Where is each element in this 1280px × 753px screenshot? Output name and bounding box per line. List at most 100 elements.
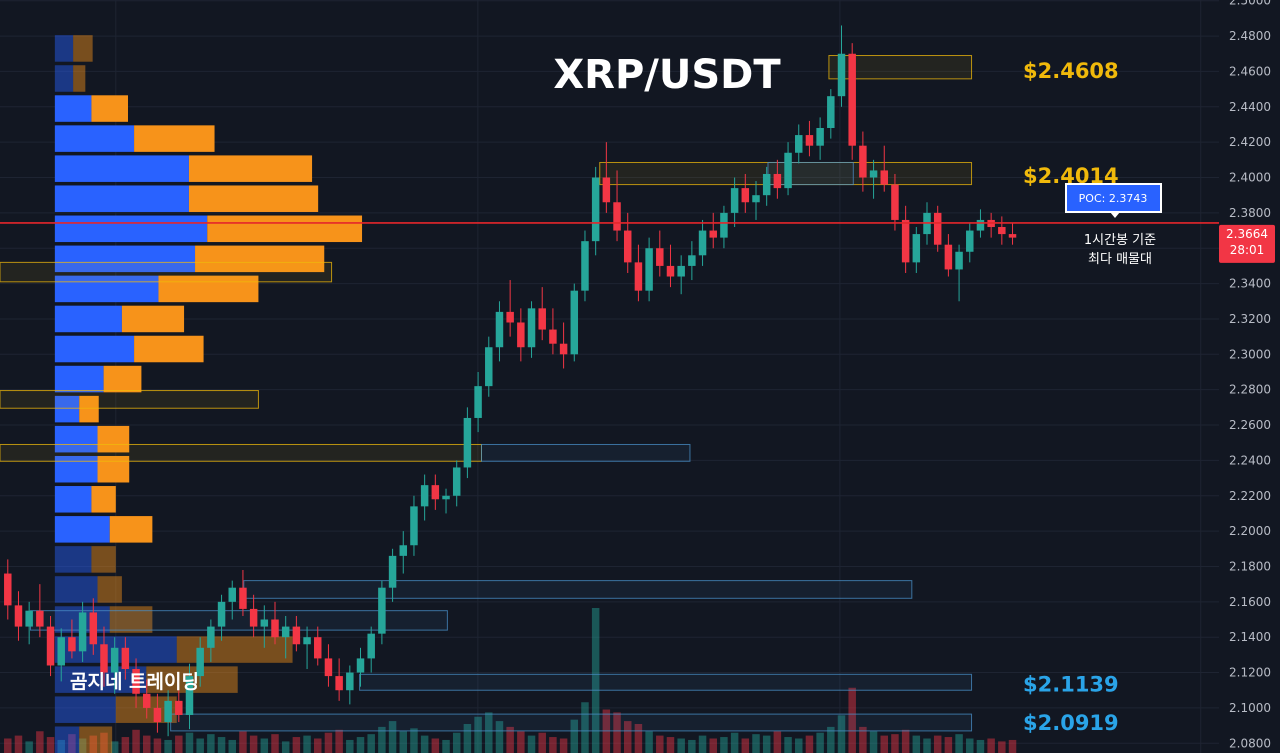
price-tick-label: 2.3400	[1229, 277, 1271, 291]
volume-bar	[196, 738, 204, 753]
candle-body	[784, 152, 792, 189]
candle-body	[378, 587, 386, 634]
volume-bar	[121, 737, 130, 753]
price-tick-label: 2.1800	[1229, 559, 1271, 573]
profile-sell-bar	[103, 365, 142, 393]
candle-body	[966, 230, 974, 252]
profile-buy-bar	[54, 335, 135, 363]
level-zone	[243, 580, 913, 599]
volume-bar	[420, 735, 429, 753]
candle-body	[14, 605, 23, 627]
current-price-value: 2.3664	[1226, 227, 1268, 241]
price-tick-label: 2.4800	[1229, 29, 1271, 43]
volume-bar	[527, 735, 536, 753]
candle-body	[506, 311, 514, 323]
price-tick-label: 2.2800	[1229, 383, 1271, 397]
profile-sell-bar	[134, 335, 204, 363]
volume-bar	[335, 729, 343, 753]
candle-body	[998, 227, 1006, 235]
profile-buy-bar	[54, 425, 98, 453]
volume-bar	[78, 738, 87, 753]
volume-bar	[923, 738, 931, 753]
level-zone	[0, 390, 259, 409]
profile-sell-bar	[121, 305, 185, 333]
volume-bar	[281, 741, 290, 753]
candle-body	[730, 188, 739, 213]
volume-bar	[987, 738, 995, 753]
volume-bar	[634, 724, 643, 753]
profile-buy-bar	[54, 65, 74, 92]
candle-body	[36, 610, 44, 627]
volume-bar	[142, 735, 151, 753]
volume-bar	[976, 739, 985, 753]
volume-bar	[356, 737, 365, 753]
candle-body	[356, 658, 365, 673]
volume-bar	[517, 731, 525, 753]
candle-body	[816, 128, 824, 146]
profile-sell-bar	[188, 185, 319, 212]
volume-bar	[25, 741, 33, 753]
candle-body	[431, 485, 440, 500]
current-price-countdown: 28:01	[1230, 243, 1265, 257]
profile-buy-bar	[54, 215, 208, 243]
profile-sell-bar	[79, 395, 99, 423]
volume-bar	[859, 726, 867, 753]
volume-bar	[132, 729, 140, 753]
volume-bar	[752, 734, 760, 753]
volume-bar	[891, 734, 899, 753]
current-price-box	[1219, 224, 1275, 263]
candle-body	[859, 145, 867, 178]
candle-body	[591, 177, 600, 242]
volume-bar	[966, 738, 974, 753]
profile-sell-bar	[91, 486, 116, 513]
volume-bar	[463, 724, 472, 753]
price-tick-label: 2.1400	[1229, 630, 1271, 644]
volume-bar	[367, 734, 375, 753]
candle-body	[623, 230, 632, 263]
poc-box	[1065, 183, 1162, 213]
volume-bar	[260, 738, 269, 753]
price-tick-label: 2.4000	[1229, 171, 1271, 185]
candle-body	[720, 212, 728, 238]
volume-bar	[720, 737, 728, 753]
volume-bar	[164, 739, 172, 753]
profile-buy-bar	[54, 305, 122, 333]
candle-body	[538, 308, 546, 330]
candle-body	[933, 212, 942, 245]
profile-sell-bar	[91, 95, 128, 122]
volume-bar	[784, 737, 792, 753]
poc-note-line2: 최다 매물대	[1088, 252, 1152, 267]
price-axis-ticks: 2.5000 2.4800 2.4600 2.4400 2.4200 2.4000 2.38…	[1229, 0, 1271, 750]
volume-bar	[399, 731, 408, 753]
candle-body	[848, 53, 856, 146]
volume-bar	[773, 731, 782, 753]
candle-body	[901, 219, 910, 263]
candle-body	[164, 700, 172, 723]
candle-body	[698, 230, 707, 256]
profile-buy-bar	[54, 516, 110, 543]
candle-body	[68, 637, 76, 652]
price-tick-label: 2.4600	[1229, 64, 1271, 78]
volume-bar	[591, 608, 600, 753]
volume-bar	[955, 734, 963, 753]
chart-title: XRP/USDT	[553, 52, 781, 98]
candle-body	[57, 637, 65, 666]
candle-body	[485, 347, 493, 387]
candle-body	[25, 610, 33, 627]
volume-bar	[666, 737, 675, 753]
poc-callout: POC: 2.3743 1시간봉 기준 최다 매물대	[1065, 183, 1162, 267]
level-label: $2.0919	[1023, 711, 1119, 735]
poc-label: POC: 2.3743	[1079, 192, 1148, 205]
volume-bar	[442, 739, 450, 753]
profile-sell-bar	[188, 155, 313, 182]
candle-body	[420, 485, 429, 507]
candle-body	[367, 633, 375, 659]
poc-pointer	[1110, 212, 1120, 218]
profile-buy-bar	[54, 275, 159, 303]
candle-body	[452, 467, 461, 496]
volume-bar	[623, 721, 632, 753]
volume-bar	[185, 732, 194, 753]
volume-profile	[54, 35, 363, 753]
volume-bar	[388, 721, 397, 753]
